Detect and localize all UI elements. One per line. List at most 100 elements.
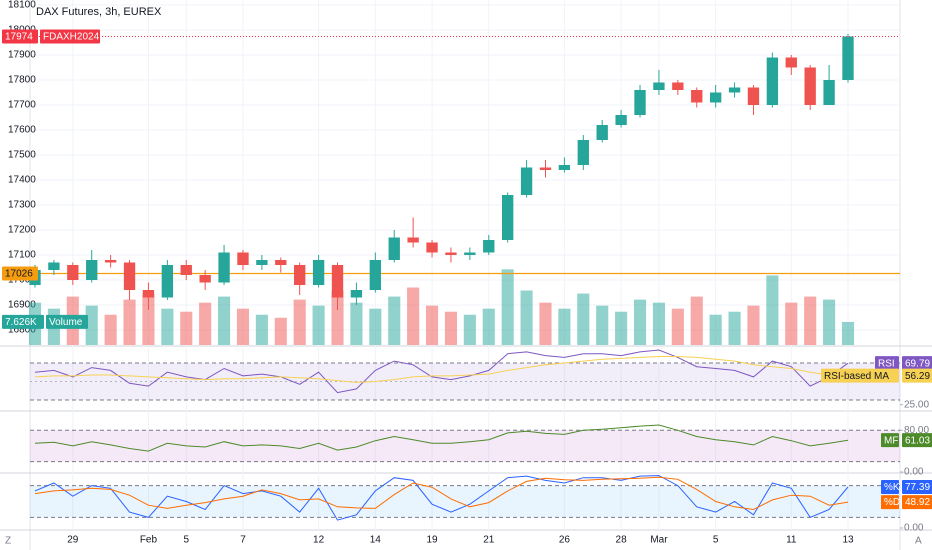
volume-bar [501,269,514,345]
candle-body [558,165,571,170]
candle-body [407,237,419,243]
indicator-line [34,476,849,511]
volume-bar [823,299,836,345]
candle-body [672,82,684,90]
chart-title: DAX Futures, 3h, EUREX [36,6,162,18]
volume-bar [539,302,552,345]
volume-bar [312,305,325,345]
scale-button[interactable]: A [915,536,922,547]
candle-body [312,260,325,285]
x-tick-label: 5 [183,535,189,546]
y-tick-label: 0.00 [904,467,924,478]
candle-body [218,252,230,283]
candle-body [842,36,854,80]
scale-button[interactable]: Z [5,536,11,547]
y-tick-label: 17300 [8,200,36,211]
last-price-tag-box [2,29,38,44]
volume-bar [690,296,703,345]
candle-body [539,167,552,170]
candle-body [709,92,722,103]
volume-bar [633,299,647,345]
value-tag-box [902,433,932,448]
volume-bar [85,305,98,345]
x-tick-label: Feb [140,535,158,546]
candle-body [615,115,627,125]
x-tick-label: 28 [616,535,628,546]
y-tick-label: 80.00 [904,425,929,436]
x-tick-label: 13 [842,535,854,546]
candle-body [123,262,136,290]
volume-bar [388,296,401,345]
volume-bar [142,293,155,345]
value-tag-box [902,368,932,383]
volume-bar [255,314,268,345]
indicator-line [34,475,849,521]
volume-bar [615,311,628,345]
volume-bar [482,308,495,345]
candle-body [502,195,514,240]
candle-body [634,90,646,115]
band-fill [30,430,900,462]
volume-bar [123,299,136,345]
volume-bar [520,290,533,345]
series-name-tag-box [881,480,899,495]
indicator-line [34,356,849,383]
candle-body [199,275,211,283]
y-tick-label: 17900 [8,50,36,61]
volume-name-tag: Volume [49,317,83,328]
y-tick-label: 16800 [8,325,36,336]
y-tick-label: 17100 [8,250,36,261]
y-tick-label: 17700 [8,100,36,111]
candle-body [350,290,363,298]
candle-body [104,260,117,263]
volume-bar [558,308,571,345]
volume-bar [785,302,798,345]
volume-bar [728,311,741,345]
y-tick-label: 16900 [8,300,36,311]
volume-bar [577,293,590,345]
value-tag-box [902,495,932,510]
candle-body [67,265,79,280]
value-tag: 56.29 [905,371,930,382]
candle-body [256,260,268,265]
volume-bar [444,311,458,345]
volume-bar [161,308,174,345]
y-tick-label: 17200 [8,225,36,236]
volume-bar [407,287,420,345]
candle-body [294,265,306,285]
value-tag-box [902,356,932,371]
candle-body [747,87,760,105]
indicator-line [34,349,849,394]
candle-body [596,125,608,140]
volume-bar [218,296,231,345]
y-tick-label: 18100 [8,0,36,11]
series-name-tag: %D [884,497,900,508]
volume-bar [293,299,306,345]
volume-bar [596,305,609,345]
series-name-tag: MF [884,435,898,446]
candle-body [520,167,533,195]
candle-body [161,265,174,298]
series-name-tag: %K [884,482,900,493]
level-tag: 17026 [5,269,33,280]
x-tick-label: 12 [313,535,325,546]
candle-body [785,57,797,68]
series-name-tag-box [881,495,899,510]
value-tag: 48.92 [905,497,930,508]
volume-bar [804,296,817,345]
x-tick-label: 11 [786,535,797,546]
candle-body [483,240,495,253]
y-tick-label: 25.00 [904,399,929,410]
volume-bar [671,308,684,345]
volume-bar [274,317,287,345]
volume-bar [766,275,779,345]
volume-bar [331,290,344,345]
indicator-line [34,424,849,452]
x-tick-label: 19 [426,535,438,546]
y-tick-label: 17500 [8,150,36,161]
series-name-tag-box [875,356,899,371]
volume-bar [463,314,476,345]
candle-body [823,80,835,105]
candle-body [426,242,438,253]
